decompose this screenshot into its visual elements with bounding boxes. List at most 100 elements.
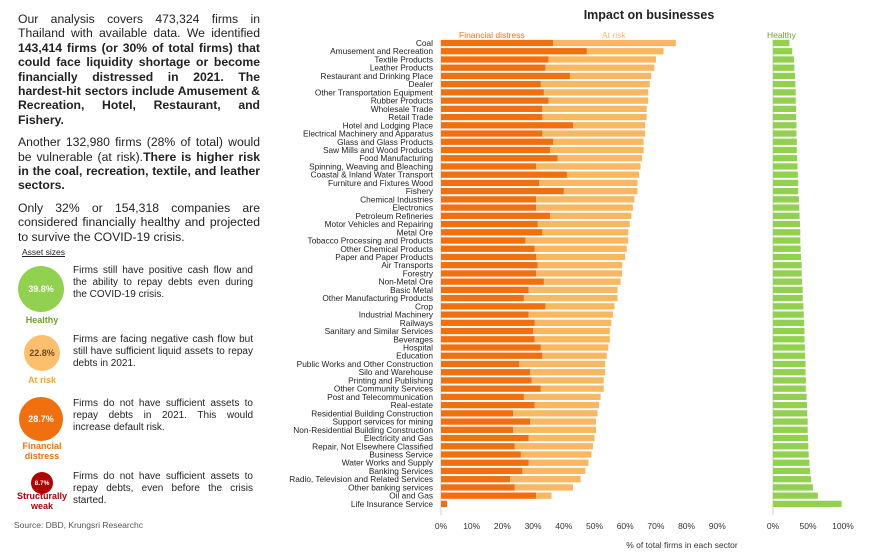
chart-title: Impact on businesses [584, 8, 715, 22]
bar-distress [441, 385, 541, 392]
bar-distress [441, 270, 537, 277]
category-label: Food Manufacturing [359, 153, 433, 163]
x-tick-label: 80% [678, 521, 695, 531]
bar-at-risk [536, 270, 623, 277]
bar-healthy [773, 385, 806, 392]
bar-distress [441, 105, 543, 112]
x-tick-label: 90% [709, 521, 726, 531]
x-tick-label: 50% [586, 521, 603, 531]
bar-distress [441, 393, 524, 401]
bar-healthy [773, 476, 812, 483]
bar-at-risk [540, 385, 604, 392]
bar-at-risk [566, 171, 640, 178]
weak-label: Structurally weak [16, 491, 67, 511]
legend-item-healthy: 39.8% Healthy Firms still have positive … [14, 264, 264, 328]
at-risk-pct: 22.8% [29, 348, 55, 358]
category-label: Real-estate [391, 400, 434, 410]
bar-at-risk [557, 155, 643, 162]
bar-healthy [773, 204, 800, 211]
weak-circle: 8.7% [31, 472, 53, 494]
category-label: Beverages [393, 334, 433, 344]
bar-healthy [773, 196, 799, 203]
category-label: Retail Trade [388, 112, 433, 122]
bar-distress [441, 344, 541, 351]
category-label: Tobacco Processing and Products [308, 236, 433, 246]
bar-healthy [773, 39, 790, 47]
bar-at-risk [542, 229, 629, 236]
category-label: Radio, Television and Related Services [289, 474, 433, 484]
bar-healthy [773, 459, 810, 466]
bar-at-risk [548, 56, 656, 63]
category-label: Crop [415, 301, 433, 311]
bar-healthy [773, 64, 795, 71]
healthy-circle: 39.8% [18, 266, 64, 312]
bar-distress [441, 122, 574, 129]
bar-at-risk [530, 369, 606, 376]
x-tick-label: 40% [555, 521, 572, 531]
bar-healthy [773, 467, 811, 475]
distress-pct: 28.7% [28, 414, 54, 424]
bar-at-risk [536, 196, 635, 203]
category-label: Other Community Services [334, 384, 433, 394]
distress-circle: 28.7% [19, 397, 63, 441]
bar-at-risk [539, 179, 638, 187]
bar-distress [441, 130, 543, 137]
bar-at-risk [514, 443, 593, 450]
bar-healthy [773, 72, 796, 80]
bar-healthy [773, 138, 797, 145]
category-label: Other banking services [348, 482, 433, 492]
category-label: Railways [400, 318, 433, 328]
bar-distress [441, 72, 570, 80]
bar-distress [441, 434, 529, 442]
bar-healthy [773, 360, 806, 368]
bar-distress [441, 278, 544, 285]
bar-healthy [773, 410, 808, 417]
bar-at-risk [519, 360, 606, 368]
bar-distress [441, 492, 537, 499]
bar-distress [441, 476, 511, 483]
healthy-tick-label: 50% [799, 521, 816, 531]
bar-healthy [773, 352, 806, 359]
healthy-pct: 39.8% [28, 284, 54, 294]
bar-healthy [773, 187, 799, 195]
healthy-desc: Firms still have positive cash flow and … [73, 265, 253, 300]
bar-healthy [773, 97, 796, 104]
bar-distress [441, 443, 515, 450]
bar-at-risk [543, 89, 649, 96]
category-label: Hotel and Lodging Place [343, 120, 434, 130]
bar-distress [441, 212, 550, 219]
bar-at-risk [536, 253, 626, 261]
bar-distress [441, 451, 521, 458]
bar-at-risk [545, 303, 615, 310]
bar-distress [441, 467, 523, 475]
bar-healthy [773, 492, 818, 499]
bar-distress [441, 48, 587, 55]
bar-healthy [773, 500, 842, 508]
category-label: Motor Vehicles and Repairing [325, 219, 434, 229]
series-label-distress: Financial distress [459, 30, 525, 40]
bar-distress [441, 303, 546, 310]
bar-at-risk [523, 393, 601, 401]
x-tick-label: 70% [647, 521, 664, 531]
bar-distress [441, 179, 540, 187]
bar-at-risk [549, 146, 644, 154]
bar-healthy [773, 278, 803, 285]
bar-distress [441, 39, 554, 47]
intro-p2-bold: There is higher risk in the coal, recrea… [18, 149, 261, 193]
x-tick-label: 30% [525, 521, 542, 531]
bar-distress [441, 138, 554, 145]
bar-at-risk [522, 467, 586, 475]
bar-distress [441, 253, 537, 261]
category-label: Repair, Not Elsewhere Classified [312, 441, 433, 451]
bar-distress [441, 229, 543, 236]
bar-at-risk [549, 212, 632, 219]
bar-healthy [773, 105, 797, 112]
bar-at-risk [513, 410, 598, 417]
at-risk-desc: Firms are facing negative cash flow but … [73, 334, 253, 369]
bar-distress [441, 369, 531, 376]
bar-distress [441, 146, 550, 154]
category-label: Education [396, 351, 433, 361]
category-label: Post and Telecommunication [327, 392, 433, 402]
bar-at-risk [540, 344, 609, 351]
